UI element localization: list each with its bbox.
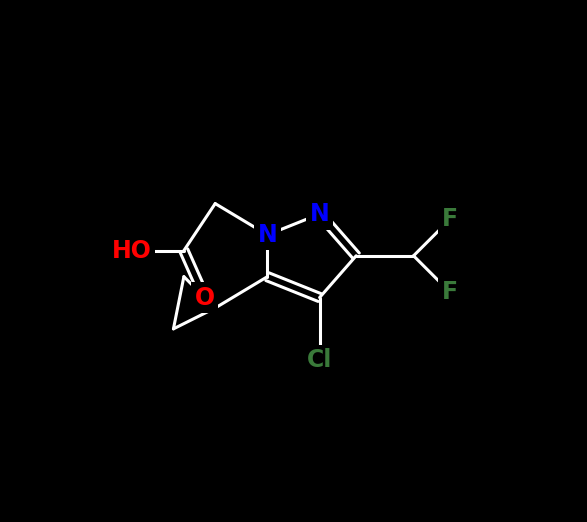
- Text: F: F: [442, 207, 458, 231]
- Text: Cl: Cl: [307, 348, 332, 372]
- Text: N: N: [310, 202, 329, 226]
- Text: HO: HO: [112, 239, 151, 263]
- Text: N: N: [258, 223, 277, 247]
- Text: F: F: [442, 280, 458, 304]
- Text: O: O: [195, 286, 215, 310]
